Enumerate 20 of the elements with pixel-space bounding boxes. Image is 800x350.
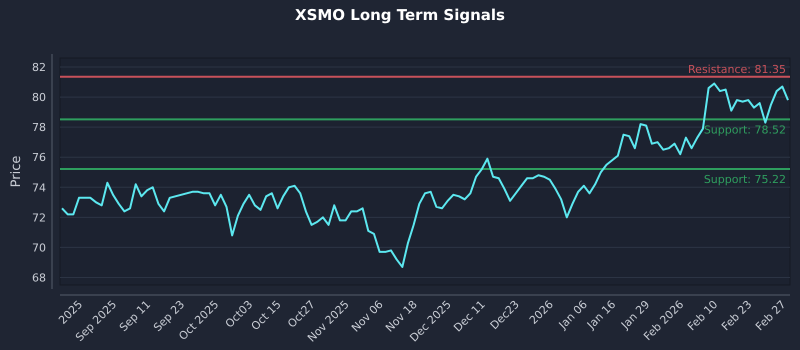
y-tick-label: 78: [32, 121, 46, 134]
y-tick-label: 76: [32, 151, 46, 164]
x-tick-label: Nov 06: [349, 298, 386, 335]
y-tick-label: 70: [32, 241, 46, 254]
chart-title: XSMO Long Term Signals: [295, 6, 506, 24]
ref-line-label: Resistance: 81.35: [688, 62, 786, 76]
line-series: [61, 82, 789, 268]
ref-line-label: Support: 78.52: [704, 123, 786, 136]
x-tick-label: Feb 10: [685, 298, 720, 334]
y-tick-label: 82: [32, 61, 46, 74]
y-axis-title: Price: [9, 156, 24, 188]
x-tick-label: Dec 11: [451, 298, 488, 335]
x-tick-label: Feb 27: [753, 298, 788, 334]
y-tick-label: 72: [32, 211, 46, 224]
x-tick-label: Feb 23: [719, 298, 754, 334]
y-tick-label: 68: [32, 271, 46, 284]
y-tick-label: 74: [32, 181, 46, 194]
y-tick-label: 80: [32, 91, 46, 104]
x-tick-label: Sep 11: [116, 298, 154, 334]
ref-line-label: Support: 75.22: [704, 172, 786, 186]
